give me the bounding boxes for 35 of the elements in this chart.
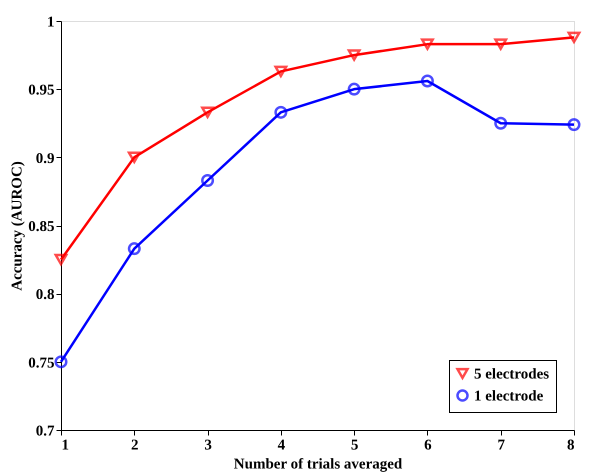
x-tick-label: 4 — [278, 438, 286, 454]
point — [494, 116, 508, 130]
point — [54, 355, 68, 368]
x-tick-label: 6 — [424, 438, 432, 454]
point — [274, 106, 288, 119]
y-tick-label: 1 — [47, 14, 54, 30]
x-tick-label: 1 — [62, 438, 69, 454]
point — [128, 242, 141, 256]
legend-label: 5 electrodes — [474, 366, 550, 382]
x-axis-title: Number of trials averaged — [234, 456, 403, 472]
point — [201, 174, 214, 187]
x-tick-label: 5 — [350, 438, 358, 454]
x-tick-label: 2 — [131, 438, 139, 454]
y-tick-label: 0.7 — [36, 424, 55, 440]
point — [201, 106, 214, 118]
point — [54, 254, 68, 266]
point — [128, 152, 141, 164]
x-tick-label: 3 — [204, 438, 212, 454]
y-tick-label: 0.75 — [28, 355, 54, 372]
y-tick-label: 0.95 — [28, 82, 54, 99]
y-tick-label: 0.9 — [36, 150, 54, 167]
point — [420, 38, 434, 50]
point — [348, 49, 361, 61]
point — [348, 82, 361, 96]
point — [420, 74, 434, 88]
y-tick-label: 0.85 — [28, 219, 54, 235]
legend-label: 1 electrode — [474, 388, 544, 404]
point — [274, 66, 288, 78]
point — [568, 118, 580, 132]
x-tick-label: 8 — [567, 438, 574, 454]
y-tick-label: 0.8 — [36, 287, 54, 304]
point — [494, 38, 508, 50]
y-axis-title: Accuracy (AUROC) — [9, 161, 26, 291]
x-tick-label: 7 — [497, 438, 506, 454]
point — [568, 32, 580, 44]
